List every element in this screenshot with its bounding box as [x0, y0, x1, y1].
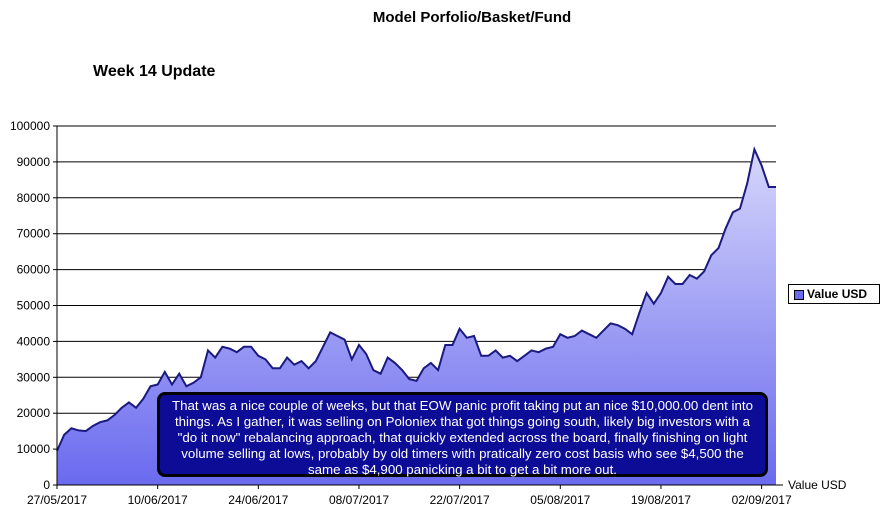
y-tick-label: 100000 [10, 119, 50, 133]
x-axis-ticks: 27/05/2017 10/06/2017 24/06/2017 08/07/2017… [27, 485, 792, 507]
x-tick-label: 27/05/2017 [27, 493, 87, 507]
y-tick-label: 90000 [17, 155, 51, 169]
x-tick-label: 02/09/2017 [732, 493, 792, 507]
y-tick-label: 40000 [17, 334, 51, 348]
y-tick-label: 20000 [17, 406, 51, 420]
legend-label: Value USD [807, 287, 868, 301]
y-tick-label: 80000 [17, 191, 51, 205]
series-axis-label-text: Value USD [788, 478, 847, 492]
x-tick-label: 19/08/2017 [631, 493, 691, 507]
annotation-box: That was a nice couple of weeks, but tha… [157, 392, 768, 477]
x-tick-label: 08/07/2017 [329, 493, 389, 507]
y-tick-label: 30000 [17, 370, 51, 384]
y-tick-label: 60000 [17, 263, 51, 277]
y-tick-label: 70000 [17, 227, 51, 241]
legend-swatch [794, 290, 804, 300]
y-tick-label: 10000 [17, 442, 51, 456]
chart-title: Model Porfolio/Basket/Fund [372, 9, 572, 26]
x-tick-label: 22/07/2017 [430, 493, 490, 507]
x-tick-label: 24/06/2017 [228, 493, 288, 507]
chart-subtitle: Week 14 Update [93, 63, 216, 80]
legend: Value USD [788, 284, 880, 304]
x-tick-label: 10/06/2017 [128, 493, 188, 507]
y-tick-label: 0 [43, 478, 50, 492]
value-line [56, 146, 776, 452]
y-axis-ticks: 0 10000 20000 30000 40000 50000 60000 70000 8000… [10, 119, 57, 492]
x-tick-label: 05/08/2017 [530, 493, 590, 507]
y-tick-label: 50000 [17, 299, 51, 313]
series-axis-label: Value USD [776, 478, 847, 492]
